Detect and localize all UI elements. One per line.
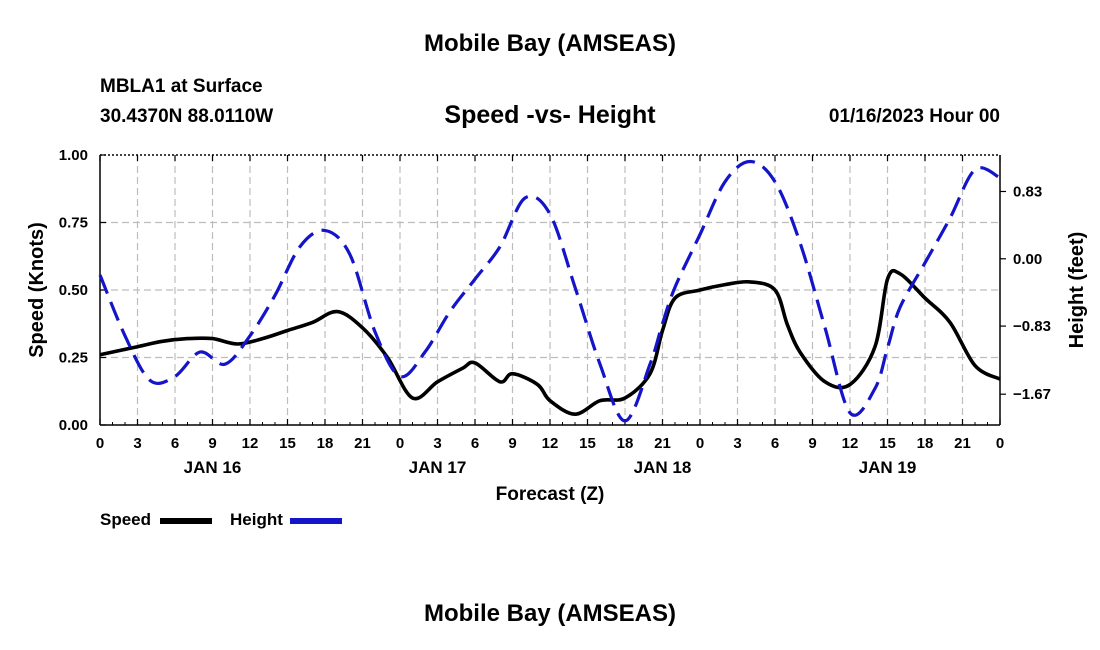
chart-page-title-top: Mobile Bay (AMSEAS) bbox=[423, 30, 677, 57]
x-tick-label: 3 bbox=[133, 435, 141, 452]
x-tick-label: 6 bbox=[171, 435, 179, 452]
chart-title: Speed -vs- Height bbox=[444, 101, 656, 129]
y2-tick-label: −0.83 bbox=[1013, 318, 1051, 335]
speed-height-chart: 0 3 6 9 12 15 18 21 0 3 6 9 12 15 18 21 0 3 6 9 12 15 18 21 0JAN… bbox=[26, 147, 1088, 505]
x-tick-label: 9 bbox=[808, 435, 816, 452]
legend-speed-swatch bbox=[160, 518, 212, 524]
series-line-speed bbox=[99, 268, 1001, 416]
y2-tick-label: −1.67 bbox=[1013, 386, 1051, 403]
y2-tick-label: 0.83 bbox=[1013, 183, 1042, 200]
x-date-label: JAN 16 bbox=[184, 458, 242, 477]
x-tick-label: 0 bbox=[696, 435, 704, 452]
x-date-label: JAN 18 bbox=[634, 458, 692, 477]
y2-axis-label: Height (feet) bbox=[1066, 232, 1088, 349]
x-tick-label: 18 bbox=[317, 435, 334, 452]
legend-height-swatch bbox=[290, 518, 342, 524]
x-tick-label: 9 bbox=[208, 435, 216, 452]
x-tick-label: 21 bbox=[654, 435, 671, 452]
x-tick-label: 15 bbox=[279, 435, 296, 452]
y-tick-label: 0.00 bbox=[59, 417, 88, 434]
x-tick-label: 15 bbox=[879, 435, 896, 452]
y2-tick-label: 0.00 bbox=[1013, 251, 1042, 268]
x-tick-label: 18 bbox=[917, 435, 934, 452]
x-tick-label: 0 bbox=[396, 435, 404, 452]
x-axis-label: Forecast (Z) bbox=[496, 484, 605, 505]
x-tick-label: 12 bbox=[842, 435, 859, 452]
legend-height-label: Height bbox=[230, 510, 283, 529]
y-tick-label: 0.25 bbox=[59, 350, 88, 367]
x-tick-label: 9 bbox=[508, 435, 516, 452]
y-tick-label: 0.75 bbox=[59, 215, 88, 232]
station-name: MBLA1 at Surface bbox=[100, 76, 263, 97]
x-tick-label: 6 bbox=[771, 435, 779, 452]
x-date-label: JAN 19 bbox=[859, 458, 917, 477]
y-axis-label: Speed (Knots) bbox=[26, 222, 48, 358]
x-tick-label: 12 bbox=[242, 435, 259, 452]
legend-speed-label: Speed bbox=[100, 510, 152, 529]
chart-page-title-bottom: Mobile Bay (AMSEAS) bbox=[423, 600, 677, 627]
station-coordinates: 30.4370N 88.0110W bbox=[100, 106, 274, 127]
forecast-datetime: 01/16/2023 Hour 00 bbox=[828, 106, 1000, 127]
x-tick-label: 3 bbox=[733, 435, 741, 452]
x-tick-label: 0 bbox=[96, 435, 104, 452]
y-tick-label: 0.50 bbox=[59, 282, 88, 299]
x-tick-label: 3 bbox=[433, 435, 441, 452]
x-tick-label: 15 bbox=[579, 435, 596, 452]
series-line-height bbox=[98, 159, 1001, 423]
x-tick-label: 12 bbox=[542, 435, 559, 452]
x-date-label: JAN 17 bbox=[409, 458, 467, 477]
x-tick-label: 18 bbox=[617, 435, 634, 452]
x-tick-label: 21 bbox=[354, 435, 371, 452]
x-tick-label: 6 bbox=[471, 435, 479, 452]
x-tick-label: 21 bbox=[954, 435, 971, 452]
x-tick-label: 0 bbox=[996, 435, 1004, 452]
y-tick-label: 1.00 bbox=[59, 147, 88, 164]
